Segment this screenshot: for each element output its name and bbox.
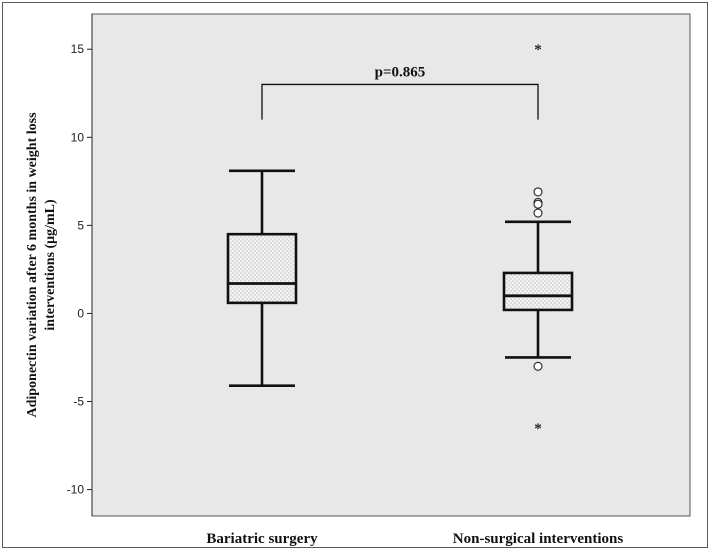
plot-area	[91, 13, 691, 517]
y-axis-ticks: -10 -5 0 5 10 15	[67, 42, 92, 497]
y-tick-label: -5	[73, 395, 84, 409]
y-tick-label: 0	[77, 306, 84, 320]
box-2: **	[502, 42, 574, 437]
p-value-label: p=0.865	[375, 64, 426, 80]
outlier-point	[533, 361, 543, 371]
iqr-box	[226, 232, 298, 305]
extreme-point: *	[534, 42, 542, 58]
boxes: **	[226, 42, 574, 437]
significance-annotation: p=0.865	[261, 64, 539, 120]
y-tick-label: 15	[71, 42, 85, 56]
outlier-point	[533, 208, 543, 218]
outlier-point	[533, 187, 543, 197]
y-axis-label-line-1: Adiponectin variation after 6 months in …	[25, 112, 40, 418]
y-tick-label: 5	[77, 218, 84, 232]
x-category-label: Non-surgical interventions	[453, 531, 624, 547]
y-axis-label-line-2: interventions (μg/mL)	[43, 199, 58, 331]
box-1	[226, 169, 298, 387]
outlier-point	[533, 199, 543, 209]
y-tick-label: -10	[67, 483, 85, 497]
iqr-box	[502, 271, 574, 312]
y-tick-label: 10	[71, 130, 85, 144]
extreme-point: *	[534, 421, 542, 437]
x-category-label: Bariatric surgery	[206, 531, 318, 547]
x-category-labels: Bariatric surgery Non-surgical interventi…	[206, 531, 623, 547]
significance-bracket	[261, 83, 539, 120]
